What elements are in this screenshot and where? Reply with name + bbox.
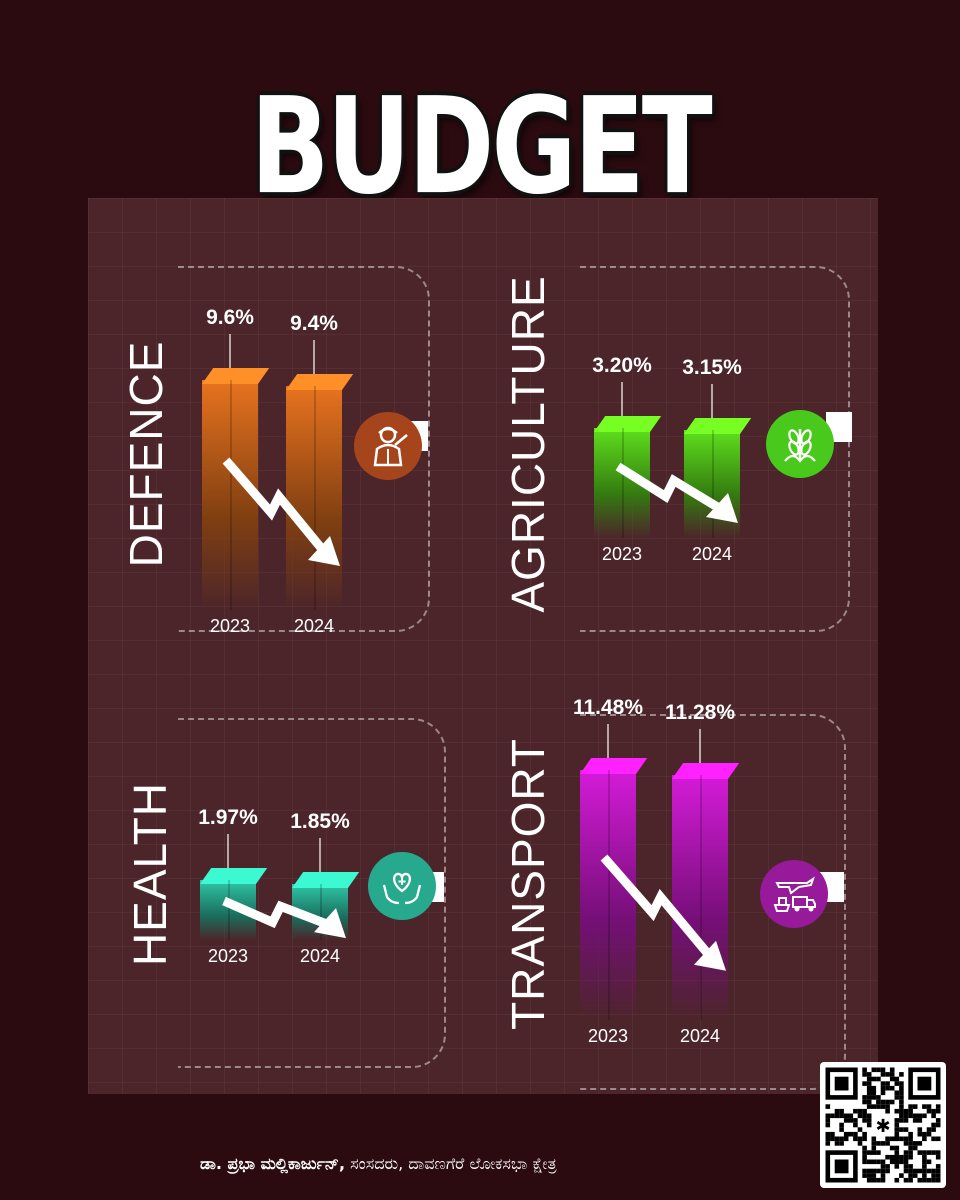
year-label-2024: 2024: [679, 1026, 721, 1046]
year-label-2024: 2024: [299, 946, 341, 966]
chart-board: DEFENCE 9.6% 2023 9.4% 2024 AGRICULTURE: [88, 198, 878, 1094]
wheat-icon: [766, 410, 834, 478]
bar-2024: [672, 763, 740, 1020]
footer-credit: ಡಾ. ಪ್ರಭಾ ಮಲ್ಲಿಕಾರ್ಜುನ್, ಸಂಸದರು, ದಾವಣಗೆರ…: [200, 1154, 800, 1174]
label-stem: [319, 838, 321, 873]
heart-hands-icon: [368, 852, 436, 920]
bar-2023: [580, 758, 648, 1020]
label-stem: [313, 339, 315, 374]
trend-down-arrow-icon: [222, 896, 346, 939]
trend-down-arrow-icon: [615, 462, 738, 524]
label-stem: [229, 334, 231, 368]
trend-down-arrow-icon: [222, 457, 340, 566]
value-label-2024: 9.4%: [290, 311, 338, 335]
soldier-icon: [354, 412, 422, 480]
label-stem: [699, 729, 701, 764]
footer-title: ಸಂಸದರು, ದಾವಣಗೆರೆ ಲೋಕಸಭಾ ಕ್ಷೇತ್ರ: [345, 1154, 557, 1173]
label-stem: [607, 724, 609, 758]
value-label-2024: 1.85%: [290, 810, 350, 834]
year-label-2024: 2024: [691, 544, 733, 564]
svg-text:✱: ✱: [875, 1116, 890, 1137]
value-label-2023: 1.97%: [198, 806, 258, 829]
label-stem: [621, 382, 623, 416]
transport-label: TRANSPORT: [502, 738, 554, 1030]
year-label-2023: 2023: [601, 544, 643, 564]
label-stem: [227, 834, 229, 868]
health-label: HEALTH: [124, 781, 176, 967]
footer-name: ಡಾ. ಪ್ರಭಾ ಮಲ್ಲಿಕಾರ್ಜುನ್,: [200, 1154, 346, 1173]
value-label-2023: 11.48%: [572, 696, 644, 719]
year-label-2023: 2023: [209, 616, 251, 636]
plane-ship-truck-icon: [760, 860, 828, 928]
value-label-2023: 9.6%: [206, 306, 254, 329]
year-label-2024: 2024: [293, 616, 335, 636]
value-label-2023: 3.20%: [592, 354, 652, 377]
year-label-2023: 2023: [587, 1026, 629, 1046]
bar-2023: [202, 368, 270, 610]
trend-down-arrow-icon: [600, 854, 726, 971]
year-label-2023: 2023: [207, 946, 249, 966]
value-label-2024: 3.15%: [682, 356, 742, 380]
agriculture-label: AGRICULTURE: [502, 275, 554, 613]
value-label-2024: 11.28%: [664, 701, 736, 725]
qr-code: ✱: [820, 1062, 946, 1188]
bar-2024: [286, 373, 354, 610]
label-stem: [711, 384, 713, 419]
